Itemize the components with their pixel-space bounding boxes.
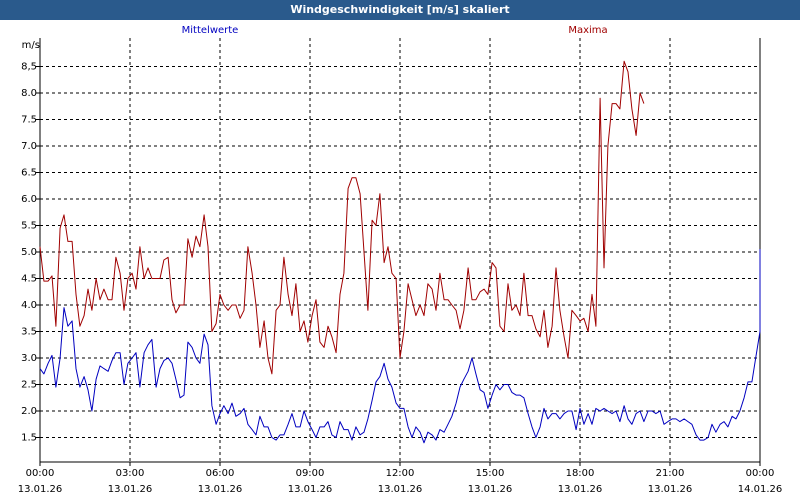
x-tick-date-label: 13.01.26 (558, 484, 603, 495)
y-axis-unit-label: m/s (21, 40, 40, 51)
x-tick-date-label: 13.01.26 (108, 484, 153, 495)
y-tick-label: 1.5 (21, 433, 37, 444)
x-tick-date-label: 13.01.26 (648, 484, 693, 495)
y-tick-labels: 1.5 2.0 2.5 3.0 3.5 4.0 4.5 5.0 5.5 6.0 6.5 7.0 7.5 8… (21, 62, 37, 444)
series-lines (39, 60, 761, 444)
x-tick-date-label: 13.01.26 (288, 484, 333, 495)
grid-lines (40, 38, 760, 462)
y-tick-label: 5.5 (21, 221, 37, 232)
series-line-mittelwerte (39, 248, 761, 444)
y-tick-label: 2.0 (21, 406, 37, 417)
y-tick-label: 7.0 (21, 141, 37, 152)
x-tick-time-label: 12:00 (386, 468, 415, 479)
x-tick-time-label: 21:00 (656, 468, 685, 479)
x-tick-time-label: 15:00 (476, 468, 505, 479)
y-tick-label: 5.0 (21, 247, 37, 258)
y-tick-label: 3.0 (21, 353, 37, 364)
x-tick-date-label: 14.01.26 (738, 484, 783, 495)
series-line-maxima (39, 60, 645, 375)
y-tick-label: 3.5 (21, 327, 37, 338)
x-tick-date-label: 13.01.26 (468, 484, 513, 495)
x-tick-time-label: 00:00 (746, 468, 775, 479)
legend-maxima: Maxima (568, 25, 608, 36)
x-tick-date-label: 13.01.26 (378, 484, 423, 495)
legend-mittelwerte: Mittelwerte (181, 25, 239, 36)
y-tick-label: 2.5 (21, 380, 37, 391)
x-tick-time-label: 00:00 (26, 468, 55, 479)
x-tick-labels: 00:00 13.01.26 03:00 13.01.26 06:00 13.01.26 0… (18, 468, 783, 495)
x-tick-time-label: 03:00 (116, 468, 145, 479)
y-tick-label: 8.0 (21, 88, 37, 99)
window-title: Windgeschwindigkeit [m/s] skaliert (0, 0, 800, 20)
y-tick-label: 4.0 (21, 300, 37, 311)
y-tick-label: 4.5 (21, 274, 37, 285)
y-tick-label: 6.5 (21, 168, 37, 179)
y-tick-label: 7.5 (21, 115, 37, 126)
x-tick-time-label: 06:00 (206, 468, 235, 479)
y-tick-label: 8,5 (21, 62, 37, 73)
y-tick-label: 6.0 (21, 194, 37, 205)
x-tick-time-label: 18:00 (566, 468, 595, 479)
x-tick-date-label: 13.01.26 (18, 484, 63, 495)
x-tick-date-label: 13.01.26 (198, 484, 243, 495)
x-tick-time-label: 09:00 (296, 468, 325, 479)
